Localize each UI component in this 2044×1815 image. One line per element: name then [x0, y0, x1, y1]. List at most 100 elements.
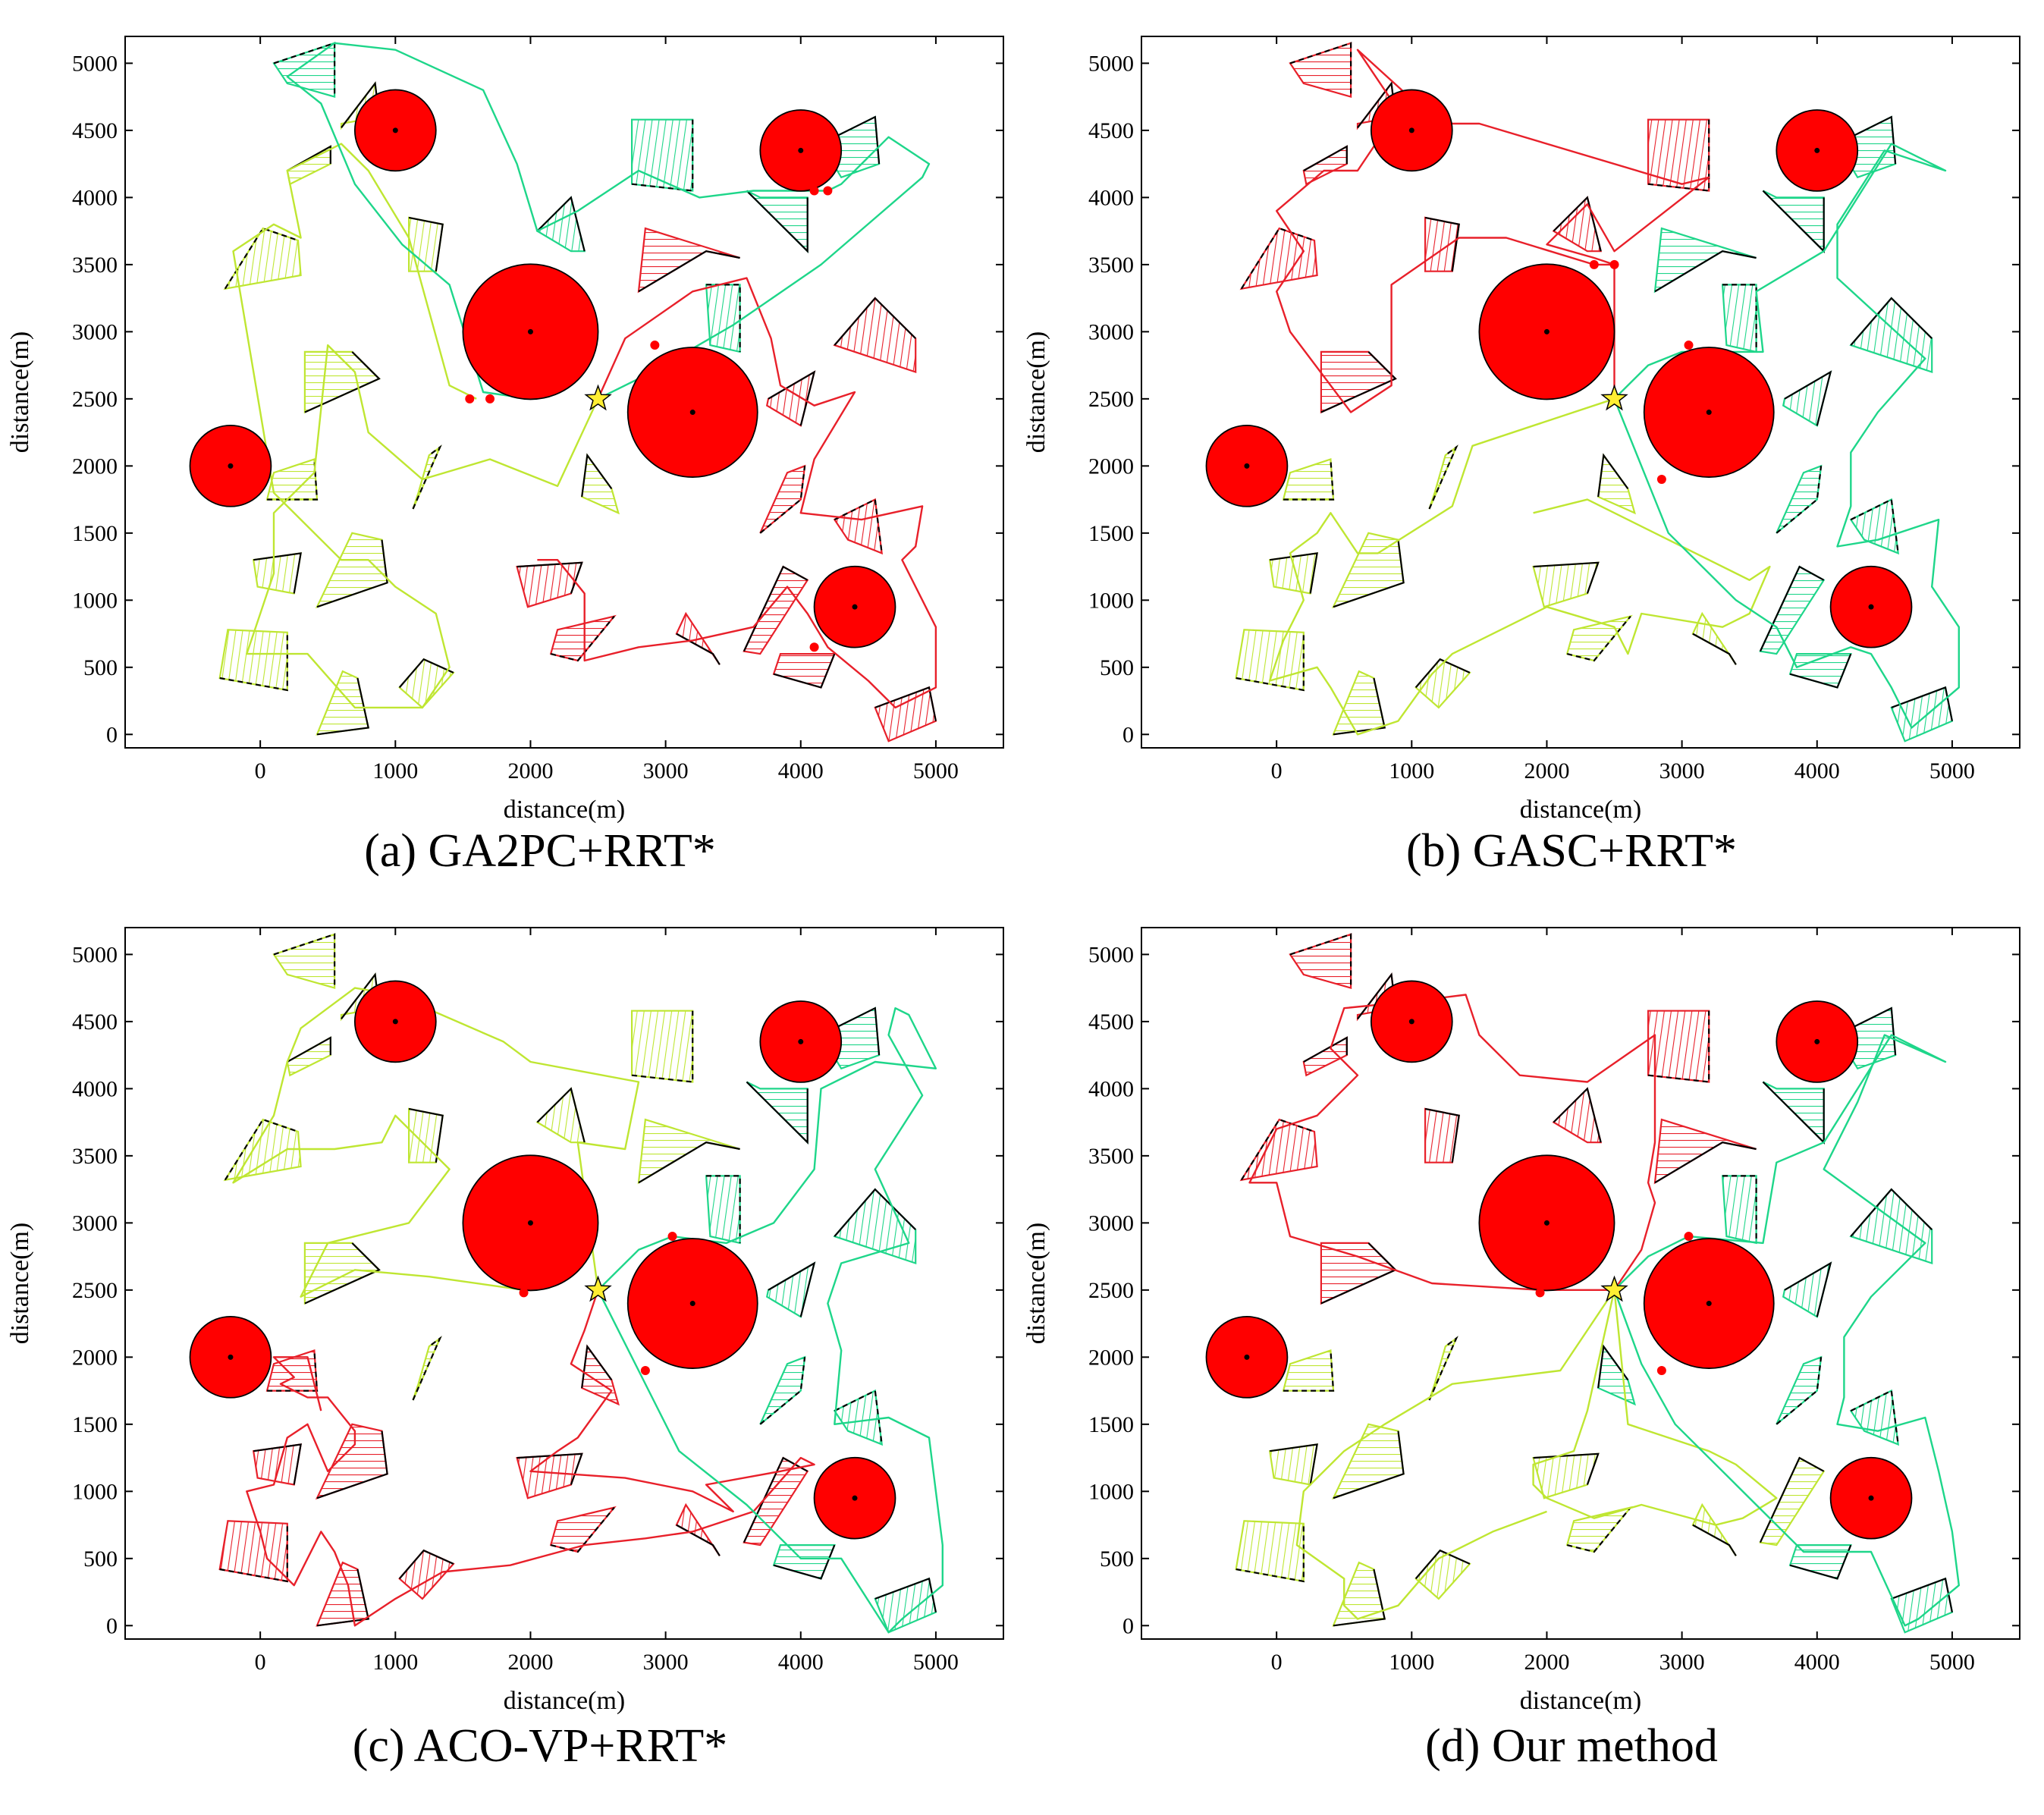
target-edge	[1850, 1188, 1933, 1237]
target-region	[833, 297, 917, 374]
plot-area	[189, 933, 944, 1634]
target-edge	[550, 615, 615, 662]
target-edge	[273, 933, 336, 988]
uav-path	[1613, 1034, 1961, 1627]
x-tick-label: 2000	[1524, 758, 1569, 783]
target-region	[1597, 1344, 1636, 1406]
target-edge	[581, 1344, 613, 1389]
uav-path	[232, 987, 640, 1298]
y-tick-label: 5000	[1088, 51, 1134, 76]
x-tick-label: 1000	[1389, 758, 1434, 783]
target-region	[1691, 1503, 1737, 1556]
y-tick-label: 0	[106, 1613, 118, 1638]
y-tick-label: 2500	[1088, 387, 1134, 412]
waypoint-dot	[1656, 1366, 1666, 1376]
uav-path	[1275, 49, 1710, 413]
y-tick-label: 3000	[72, 319, 118, 344]
target-region	[705, 1175, 741, 1245]
target-region	[1721, 284, 1757, 353]
target-region	[1320, 350, 1397, 414]
target-region	[218, 1520, 288, 1583]
target-edge	[1553, 196, 1602, 252]
target-edge	[1283, 1350, 1335, 1392]
target-edge	[638, 1141, 740, 1184]
y-tick-label: 4500	[72, 118, 118, 143]
target-region	[1597, 453, 1636, 515]
target-region	[1239, 227, 1318, 290]
threat-center	[228, 1354, 234, 1360]
target-edge	[1320, 351, 1397, 413]
waypoint-dot	[1684, 1232, 1694, 1242]
y-tick-label: 1000	[1088, 1479, 1134, 1504]
threat-center	[1706, 1301, 1712, 1307]
target-edge	[1837, 115, 1897, 165]
y-tick-label: 1500	[1088, 1412, 1134, 1437]
y-tick-label: 500	[1100, 1547, 1134, 1572]
waypoint-dot	[1589, 259, 1599, 269]
target-edge	[1776, 1357, 1823, 1425]
y-tick-label: 3000	[1088, 319, 1134, 344]
target-edge	[1428, 1336, 1458, 1401]
target-edge	[316, 1568, 370, 1627]
target-edge	[1597, 453, 1629, 498]
target-edge	[1333, 677, 1386, 736]
target-region	[303, 350, 381, 414]
target-edge	[1333, 1568, 1386, 1627]
target-edge	[631, 119, 694, 192]
y-tick-label: 1500	[72, 1412, 118, 1437]
threat-center	[392, 127, 398, 133]
target-region	[1776, 1355, 1823, 1425]
target-edge	[1283, 459, 1335, 501]
target-edge	[874, 686, 937, 721]
target-edge	[1553, 1087, 1602, 1143]
target-edge	[773, 1544, 836, 1580]
target-edge	[1236, 632, 1305, 692]
target-edge	[412, 1336, 442, 1401]
plot-area	[1205, 42, 1961, 743]
y-tick-label: 1000	[1088, 588, 1134, 613]
waypoint-dot	[640, 1366, 650, 1376]
target-edge	[1566, 1506, 1631, 1553]
target-edge	[1240, 1118, 1315, 1181]
target-edge	[408, 216, 444, 272]
waypoint-dot	[519, 1288, 529, 1298]
target-edge	[706, 1175, 741, 1243]
y-axis-label: distance(m)	[1022, 331, 1050, 454]
uav-path	[232, 143, 599, 709]
target-region	[1849, 498, 1900, 555]
target-edge	[1333, 539, 1405, 608]
x-axis-label: distance(m)	[1520, 1687, 1642, 1715]
y-tick-label: 2000	[1088, 454, 1134, 479]
y-tick-label: 3000	[72, 1211, 118, 1236]
x-tick-label: 4000	[778, 758, 824, 783]
target-edge	[1424, 216, 1460, 272]
plot-area	[189, 42, 937, 743]
x-tick-label: 1000	[1389, 1650, 1434, 1675]
panel-b: 0 1000 2000 3000 4000 5000 0 500 1000 1500 2000 250…	[1022, 36, 2020, 877]
x-tick-label: 0	[255, 758, 266, 783]
x-tick-label: 1000	[372, 1650, 418, 1675]
target-region	[265, 1349, 319, 1392]
target-region	[1691, 611, 1737, 665]
target-edge	[550, 1506, 615, 1553]
target-region	[833, 1188, 917, 1265]
target-region	[630, 1010, 694, 1083]
target-edge	[253, 1443, 302, 1485]
panel-caption: (d) Our method	[1425, 1720, 1718, 1772]
target-edge	[768, 1261, 816, 1317]
target-edge	[316, 1430, 388, 1499]
target-edge	[631, 1010, 694, 1083]
target-edge	[1789, 1544, 1852, 1580]
target-region	[1302, 1036, 1348, 1077]
threat-center	[228, 463, 234, 469]
threat-center	[1868, 1495, 1874, 1501]
waypoint-dot	[809, 642, 819, 652]
target-edge	[1654, 250, 1757, 293]
target-region	[1282, 458, 1335, 501]
axes-frame	[124, 927, 1004, 1640]
x-tick-label: 0	[255, 1650, 266, 1675]
target-edge	[1289, 42, 1352, 97]
threat-center	[1814, 1038, 1820, 1044]
target-edge	[874, 1577, 937, 1612]
